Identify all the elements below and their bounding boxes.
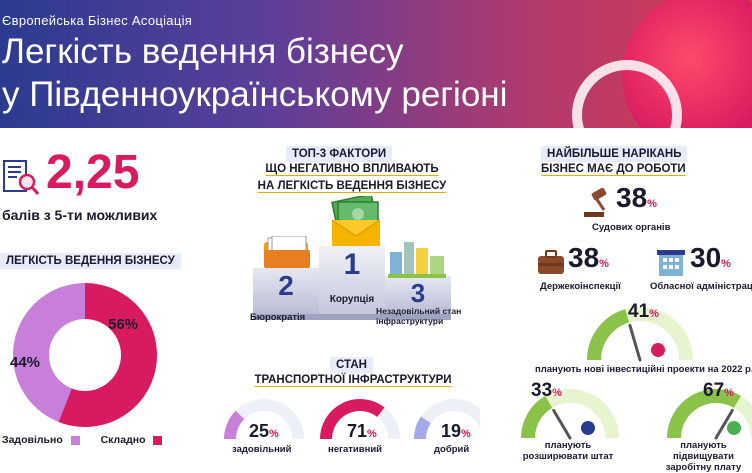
- gavel-icon: [582, 187, 614, 223]
- organization-name: Європейська Бізнес Асоціація: [2, 13, 193, 28]
- donut-label-satisfactory: 44%: [10, 354, 40, 371]
- complaints-heading-1: НАЙБІЛЬШЕ НАРІКАНЬ: [541, 146, 688, 162]
- top3-heading-1: ТОП-3 ФАКТОРИ: [286, 146, 393, 162]
- gauge-negative-fill: [320, 399, 385, 440]
- building-icon: [657, 248, 685, 281]
- podium-base: [253, 314, 451, 320]
- transport-label-negative: негативний: [328, 444, 383, 455]
- plan-label-salary: планують підвищувати заробітну плату: [665, 440, 742, 473]
- plan-gauge-salary-needle: [714, 408, 734, 440]
- legend-label-satisfactory: Задовільно: [2, 434, 63, 446]
- score-caption: балів з 5-ти можливих: [2, 207, 158, 223]
- people-icon: [581, 421, 595, 435]
- plan-gauge-staff-fill: [521, 395, 553, 439]
- complaint-value-courts: 38%: [616, 182, 657, 213]
- podium-first: 1 Корупція: [319, 246, 385, 314]
- header-banner: Європейська Бізнес Асоціація Легкість ве…: [0, 0, 752, 128]
- legend-swatch-difficult: [153, 435, 163, 445]
- plant-icon: [651, 343, 665, 357]
- plan-gauge-staff-needle: [552, 408, 572, 440]
- plan-gauge-investments-needle: [628, 323, 642, 362]
- document-magnifier-icon: [2, 157, 40, 197]
- transport-value-satisfactory: 25%: [249, 421, 279, 441]
- podium-second: 2: [253, 268, 319, 314]
- legend-swatch-satisfactory: [70, 435, 80, 445]
- donut-slice-satisfactory: [12, 283, 85, 422]
- suitcase-icon: [536, 250, 566, 281]
- podium-label-1: Корупція: [329, 294, 375, 305]
- plan-value-investments: 41%: [628, 301, 659, 322]
- donut-label-difficult: 56%: [108, 316, 138, 333]
- ease-donut-chart: 44% 56%: [10, 283, 157, 427]
- top3-heading-2: ЩО НЕГАТИВНО ВПЛИВАЮТЬ: [265, 163, 439, 175]
- podium-label-2: Бюрократія: [250, 312, 306, 323]
- transport-heading-1: СТАН: [330, 357, 373, 373]
- complaint-label-ecoinspection: Держекоінспекції: [540, 281, 621, 292]
- page-title-line-2: у Південноукраїнському регіоні: [2, 75, 508, 114]
- top3-heading-3: НА ЛЕГКІСТЬ ВЕДЕННЯ БІЗНЕСУ: [257, 180, 447, 192]
- complaint-value-regional-admin: 30%: [690, 242, 731, 273]
- plan-gauge-investments-fill: [587, 309, 630, 361]
- plan-gauge-salary-fill: [667, 389, 741, 439]
- podium-rank-1: 1: [343, 248, 361, 281]
- podium-third: 3: [385, 276, 451, 314]
- podium-rank-2: 2: [278, 270, 294, 301]
- city-buildings-icon: [388, 238, 446, 283]
- plan-value-staff: 33%: [531, 380, 562, 401]
- complaint-value-ecoinspection: 38%: [568, 242, 609, 273]
- transport-heading-2: ТРАНСПОРТНОЇ ІНФРАСТРУКТУРИ: [254, 374, 452, 386]
- plan-label-investments: планують нові інвестиційні проекти на 20…: [535, 364, 752, 375]
- donut-slice-difficult: [58, 283, 157, 427]
- score-value: 2,25: [46, 146, 140, 199]
- transport-gauges: [224, 399, 480, 440]
- transport-label-good: добрий: [434, 444, 470, 455]
- plan-value-salary: 67%: [703, 380, 734, 401]
- podium-rank-3: 3: [410, 278, 426, 308]
- transport-label-satisfactory: задовільний: [232, 444, 292, 455]
- podium-label-3: Незадовільний стан інфраструктури: [376, 306, 462, 326]
- gauge-satisfactory-fill: [224, 410, 245, 440]
- plan-label-staff: планують розширювати штат: [522, 440, 614, 462]
- plans-gauges: [521, 307, 752, 440]
- complaints-heading-2: БІЗНЕС МАЄ ДО РОБОТИ: [541, 163, 686, 175]
- complaint-label-regional-admin: Обласної адміністрації: [650, 281, 752, 292]
- money-envelope-icon: [328, 193, 384, 253]
- legend-label-difficult: Складно: [100, 434, 146, 446]
- transport-value-good: 19%: [441, 421, 471, 441]
- document-stack-icon: [262, 235, 312, 275]
- page-title-line-1: Легкість ведення бізнесу: [2, 32, 404, 71]
- complaint-label-courts: Судових органів: [592, 222, 671, 233]
- decorative-ring: [572, 60, 682, 128]
- chart-legend: Задовільно Складно: [2, 434, 163, 446]
- transport-value-negative: 71%: [347, 421, 377, 441]
- gauge-good-fill: [414, 416, 432, 440]
- money-stack-icon: [727, 421, 741, 435]
- ease-section-label: ЛЕГКІСТЬ ВЕДЕННЯ БІЗНЕСУ: [0, 253, 181, 269]
